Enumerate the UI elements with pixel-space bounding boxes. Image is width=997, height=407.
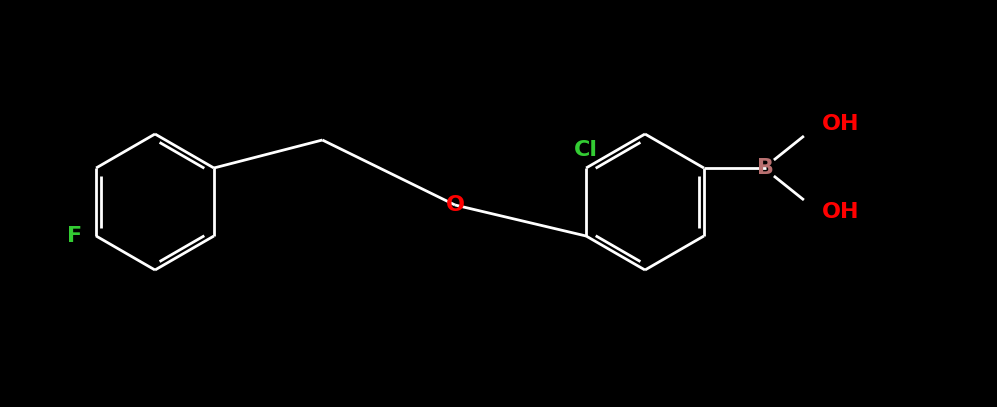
Text: B: B [758, 158, 775, 178]
Text: Cl: Cl [574, 140, 598, 160]
Text: O: O [446, 195, 465, 215]
Text: OH: OH [822, 202, 859, 222]
Text: F: F [67, 226, 82, 246]
Text: OH: OH [822, 114, 859, 134]
